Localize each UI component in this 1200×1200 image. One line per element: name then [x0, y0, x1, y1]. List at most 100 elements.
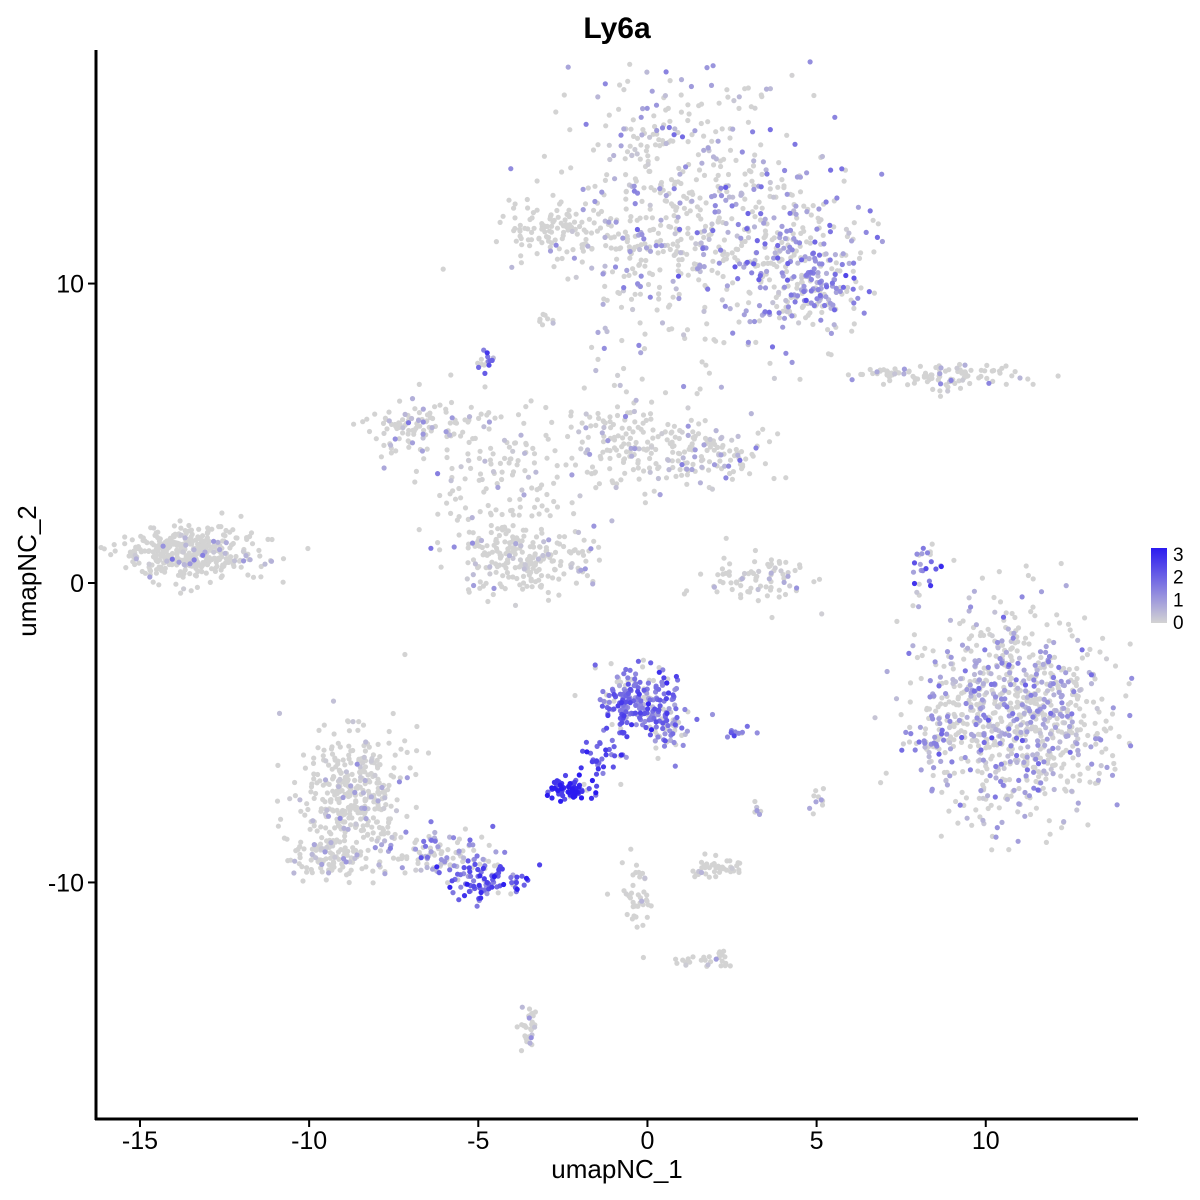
cell-point — [731, 98, 737, 104]
cell-point — [713, 874, 719, 880]
cell-point — [581, 385, 587, 391]
cell-point — [785, 570, 791, 576]
cell-point — [633, 439, 639, 446]
cell-point — [839, 261, 845, 268]
cell-point — [455, 871, 461, 877]
cell-point — [342, 845, 348, 851]
cell-point — [598, 208, 605, 215]
cell-point — [292, 779, 298, 786]
cell-point — [960, 720, 967, 726]
cell-point — [670, 294, 676, 300]
cell-point — [653, 724, 659, 730]
cell-point — [385, 824, 391, 830]
cell-point — [642, 875, 648, 881]
cell-point — [1023, 688, 1029, 694]
cell-point — [631, 133, 637, 139]
cell-point — [779, 257, 785, 263]
cell-point — [297, 797, 303, 803]
cell-point — [629, 453, 635, 459]
cell-point — [617, 382, 623, 388]
cell-point — [291, 870, 297, 876]
cell-point — [509, 507, 515, 513]
cell-point — [630, 117, 636, 123]
cell-point — [1060, 750, 1066, 756]
cell-point — [731, 733, 737, 739]
cell-point — [841, 178, 847, 184]
cell-point — [214, 563, 220, 570]
cell-point — [639, 132, 645, 138]
cell-point — [945, 388, 951, 394]
cell-point — [745, 235, 752, 241]
cell-point — [624, 233, 630, 239]
cell-point — [942, 368, 949, 374]
cell-point — [1058, 773, 1064, 779]
cell-point — [1038, 589, 1045, 595]
cell-point — [667, 118, 673, 124]
cell-point — [662, 93, 669, 99]
cell-point — [510, 555, 516, 562]
cell-point — [469, 540, 476, 546]
cell-point — [632, 419, 638, 425]
cell-point — [663, 696, 670, 702]
cell-point — [692, 246, 698, 252]
cell-point — [718, 435, 724, 442]
cell-point — [627, 435, 634, 441]
cell-point — [983, 778, 990, 784]
cell-point — [710, 227, 716, 234]
cell-point — [1085, 822, 1091, 828]
cell-point — [653, 243, 659, 249]
cell-point — [397, 398, 403, 404]
cell-point — [955, 694, 962, 700]
cell-point — [589, 245, 595, 252]
cell-point — [612, 264, 619, 270]
cell-point — [549, 795, 555, 801]
cell-point — [993, 653, 999, 659]
cell-point — [709, 486, 716, 492]
cell-point — [340, 794, 346, 801]
cell-point — [606, 706, 612, 712]
cell-point — [723, 867, 730, 873]
cell-point — [369, 824, 375, 830]
cell-point — [657, 703, 663, 709]
cell-point — [635, 465, 641, 471]
cell-point — [569, 455, 575, 461]
cell-point — [502, 849, 508, 855]
cell-point — [1021, 640, 1027, 646]
cell-point — [1030, 576, 1036, 582]
cell-point — [450, 835, 457, 841]
cell-point — [675, 243, 681, 249]
cell-point — [760, 159, 767, 165]
cell-point — [675, 262, 682, 268]
cell-point — [520, 527, 526, 533]
cell-point — [568, 409, 574, 415]
cell-point — [1008, 682, 1014, 688]
cell-point — [701, 308, 707, 314]
cell-point — [147, 574, 153, 580]
cell-point — [425, 750, 432, 756]
cell-point — [957, 361, 963, 368]
cell-point — [402, 411, 408, 417]
cell-point — [536, 577, 542, 583]
cell-point — [582, 566, 588, 572]
cell-point — [633, 722, 639, 728]
cell-point — [644, 892, 650, 898]
cell-point — [606, 142, 612, 148]
colorbar — [1151, 548, 1167, 623]
cell-point — [1103, 656, 1110, 662]
cell-point — [482, 370, 488, 376]
cell-point — [1037, 649, 1044, 655]
cell-point — [718, 384, 725, 390]
cell-point — [781, 245, 787, 251]
cell-point — [978, 373, 984, 379]
cell-point — [478, 356, 484, 362]
cell-point — [1077, 687, 1083, 693]
cell-point — [443, 429, 449, 435]
cell-point — [692, 128, 698, 134]
cell-point — [528, 237, 535, 243]
cell-point — [305, 545, 311, 552]
cell-point — [815, 270, 821, 276]
cell-point — [256, 547, 262, 554]
cell-point — [568, 165, 574, 171]
cell-point — [1039, 679, 1045, 685]
cell-point — [870, 217, 876, 223]
